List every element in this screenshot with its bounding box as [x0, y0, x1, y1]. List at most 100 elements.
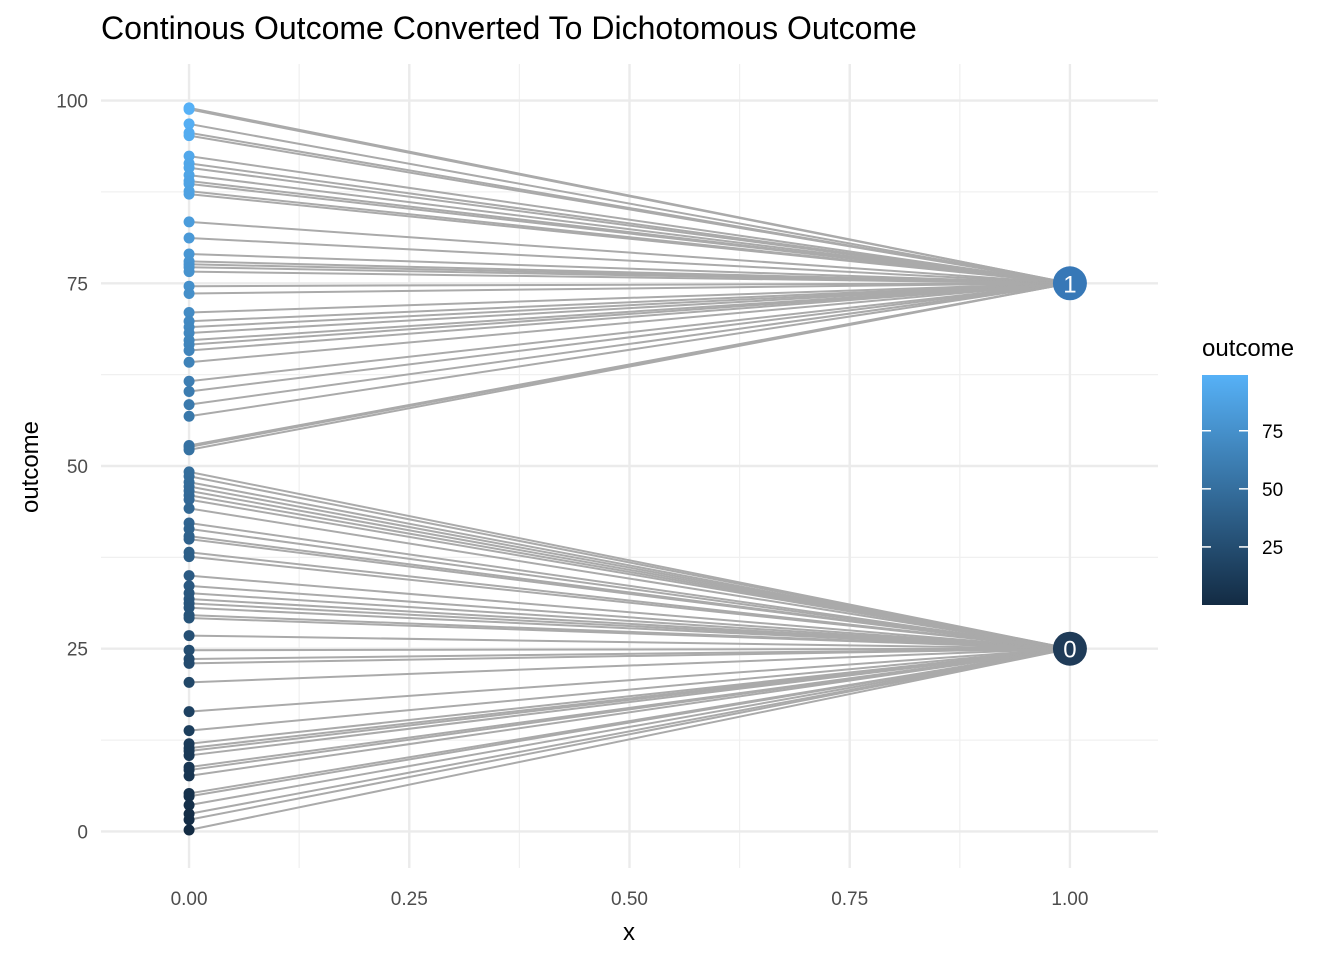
connector-lines: [188, 106, 1071, 831]
y-axis-title: outcome: [17, 421, 44, 513]
connector-line: [189, 270, 1070, 285]
data-point: [183, 824, 195, 836]
connector-line: [188, 498, 1071, 650]
data-point: [183, 790, 195, 802]
connector-line: [189, 282, 1070, 334]
connector-line: [188, 134, 1071, 285]
data-point: [183, 502, 195, 514]
data-point: [183, 749, 195, 761]
connector-line: [188, 527, 1071, 650]
connector-line: [188, 647, 1071, 777]
group-node: [1052, 266, 1087, 301]
data-point: [183, 814, 195, 826]
y-tick-label: 25: [67, 640, 88, 661]
connector-line: [188, 282, 1071, 383]
x-axis-title: x: [623, 919, 635, 946]
data-point: [183, 307, 195, 319]
connector-line: [188, 647, 1071, 798]
connector-line: [188, 282, 1071, 451]
data-point: [183, 356, 195, 368]
colorbar-ticks: 25 50 75: [1202, 422, 1283, 559]
data-point: [183, 345, 195, 357]
connector-line: [188, 155, 1071, 285]
connector-line: [188, 647, 1071, 757]
x-tick-label: 0.75: [831, 889, 868, 910]
data-point: [183, 657, 195, 669]
connector-line: [188, 647, 1071, 831]
connector-line: [189, 282, 1070, 295]
x-tick-label: 0.50: [611, 889, 648, 910]
data-point: [183, 676, 195, 688]
connector-line: [189, 606, 1070, 650]
group-node: [1052, 631, 1087, 666]
connector-line: [188, 108, 1071, 285]
data-point: [183, 551, 195, 563]
connector-line: [188, 282, 1071, 364]
connector-line: [189, 282, 1070, 352]
data-point: [183, 130, 195, 142]
legend-title: outcome: [1202, 335, 1294, 362]
chart-title: Continous Outcome Converted To Dichotomo…: [101, 10, 917, 46]
connector-line: [188, 538, 1071, 650]
data-point: [183, 494, 195, 506]
y-tick-label: 0: [77, 822, 88, 843]
data-point: [183, 410, 195, 422]
connector-line: [188, 282, 1071, 418]
connector-line: [188, 647, 1071, 807]
connector-line: [189, 236, 1070, 285]
y-tick-label: 75: [67, 274, 88, 295]
connector-line: [188, 166, 1071, 285]
connector-line: [188, 555, 1071, 650]
connector-line: [188, 193, 1071, 285]
connector-line: [189, 647, 1070, 713]
connector-line: [188, 182, 1071, 285]
data-point: [183, 570, 195, 582]
connector-line: [189, 647, 1070, 684]
x-tick-label: 0.25: [391, 889, 428, 910]
data-point: [183, 799, 195, 811]
colorbar-label: 50: [1262, 480, 1283, 501]
data-point: [183, 288, 195, 300]
data-point: [183, 444, 195, 456]
group-nodes: 10: [1052, 266, 1087, 666]
data-point: [183, 232, 195, 244]
x-tick-label: 1.00: [1051, 889, 1088, 910]
data-point: [183, 399, 195, 411]
connector-line: [188, 647, 1071, 821]
connector-line: [188, 647, 1071, 732]
connector-line: [189, 634, 1070, 650]
colorbar-label: 25: [1262, 538, 1283, 559]
connector-line: [189, 647, 1070, 665]
data-point: [183, 644, 195, 656]
data-point: [183, 103, 195, 115]
x-axis-ticks: 0.00 0.25 0.50 0.75 1.00: [171, 889, 1089, 910]
data-point: [183, 630, 195, 642]
y-tick-label: 100: [56, 92, 88, 113]
connector-line: [189, 574, 1070, 650]
data-point: [183, 266, 195, 278]
connector-line: [188, 282, 1071, 393]
data-point: [183, 188, 195, 200]
y-axis-ticks: 0 25 50 75 100: [56, 92, 88, 844]
connector-line: [188, 282, 1071, 406]
data-point: [183, 725, 195, 737]
data-point: [183, 612, 195, 624]
connector-line: [189, 282, 1070, 288]
grid-major: [101, 64, 1158, 868]
data-point: [183, 533, 195, 545]
connector-line: [189, 584, 1070, 650]
group-node-label: 0: [1063, 637, 1076, 664]
connector-line: [189, 253, 1070, 285]
colorbar-label: 75: [1262, 422, 1283, 443]
data-point: [183, 118, 195, 130]
data-point: [183, 706, 195, 718]
colorbar: [1202, 375, 1248, 605]
connector-line: [189, 617, 1070, 650]
y-tick-label: 50: [67, 457, 88, 478]
x-tick-label: 0.00: [171, 889, 208, 910]
group-node-label: 1: [1063, 271, 1076, 298]
data-point: [183, 375, 195, 387]
connector-line: [189, 220, 1070, 285]
data-points: [183, 102, 195, 836]
